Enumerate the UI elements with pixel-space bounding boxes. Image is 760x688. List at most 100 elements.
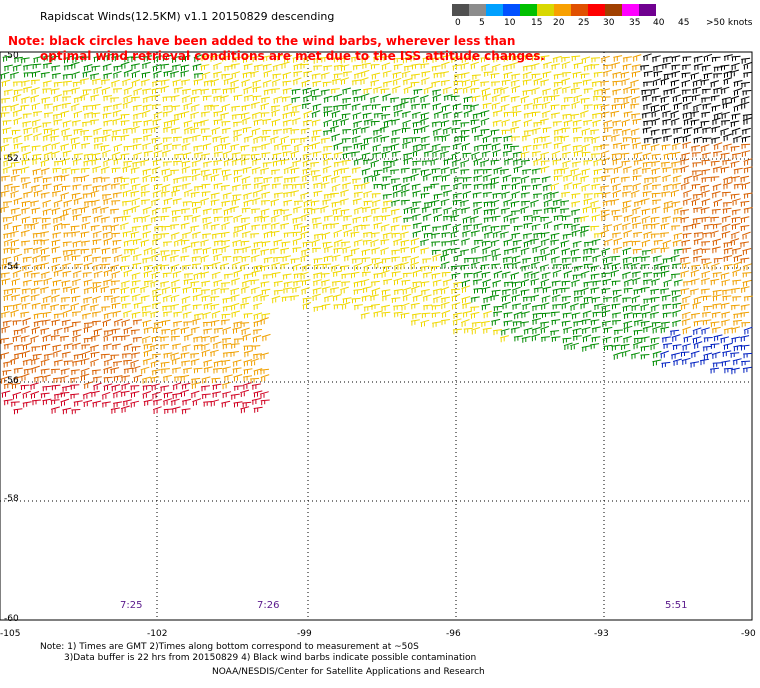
wind-barb <box>152 293 162 302</box>
wind-barb <box>370 232 380 239</box>
wind-barb <box>40 271 50 279</box>
wind-barb <box>313 272 323 279</box>
wind-barb <box>243 86 252 95</box>
wind-barb <box>502 64 512 71</box>
wind-barb <box>660 161 670 168</box>
wind-barb <box>481 303 491 311</box>
wind-barb <box>183 273 193 279</box>
wind-barb <box>560 240 570 248</box>
wind-barb <box>233 269 243 278</box>
wind-barb <box>193 54 203 63</box>
wind-barb <box>720 319 730 327</box>
wind-barb <box>20 177 30 183</box>
wind-barb <box>612 183 622 191</box>
wind-barb <box>499 231 509 239</box>
wind-barb <box>682 224 692 232</box>
wind-barb <box>220 184 230 191</box>
wind-barb <box>393 63 403 71</box>
wind-barb <box>463 224 473 231</box>
wind-barb <box>691 145 701 152</box>
wind-barb <box>60 174 70 182</box>
wind-barb <box>642 152 652 160</box>
wind-barb <box>631 70 641 78</box>
wind-barb <box>143 150 153 158</box>
wind-barb <box>470 306 480 312</box>
wind-barb <box>71 56 81 63</box>
wind-barb <box>593 104 603 110</box>
wind-barb <box>691 170 701 176</box>
wind-barb <box>432 103 442 111</box>
wind-barb <box>302 119 312 127</box>
wind-barb <box>542 127 552 134</box>
wind-barb <box>623 263 633 270</box>
wind-barb <box>100 353 110 359</box>
wind-barb <box>510 327 520 334</box>
wind-barb <box>570 113 580 120</box>
wind-barb <box>522 79 532 86</box>
wind-barb <box>221 169 231 176</box>
wind-barb <box>180 326 190 334</box>
wind-barb <box>391 85 401 94</box>
wind-barb <box>541 176 551 183</box>
wind-barb <box>702 295 712 301</box>
wind-barb <box>681 295 691 304</box>
wind-barb <box>561 144 571 152</box>
wind-barb <box>432 279 442 287</box>
wind-barb <box>260 112 270 118</box>
wind-barb <box>40 368 50 375</box>
wind-barb <box>162 206 171 214</box>
wind-barb <box>553 135 563 142</box>
wind-barb <box>20 384 30 390</box>
wind-barb <box>501 119 511 127</box>
wind-barb <box>530 294 540 302</box>
wind-barb <box>603 120 613 128</box>
wind-barb <box>210 174 220 182</box>
wind-barb <box>30 79 40 85</box>
wind-barb <box>541 312 551 318</box>
wind-barb <box>213 182 223 190</box>
wind-barb <box>662 56 672 63</box>
wind-barb <box>693 136 703 144</box>
wind-barb <box>600 185 610 192</box>
wind-barb <box>390 199 400 207</box>
wind-barb <box>243 375 253 382</box>
wind-barb <box>61 280 71 287</box>
wind-barb <box>91 311 101 318</box>
wind-barb <box>91 112 101 119</box>
wind-barb <box>320 89 330 96</box>
wind-barb <box>233 374 243 382</box>
wind-barb <box>241 255 251 263</box>
wind-barb <box>453 111 463 119</box>
wind-barb <box>33 56 43 63</box>
wind-barb <box>39 286 49 294</box>
wind-barb <box>139 159 149 167</box>
wind-barb <box>193 248 203 255</box>
wind-barb <box>492 329 502 336</box>
wind-barb <box>30 200 39 207</box>
wind-barb <box>290 111 300 117</box>
wind-barb <box>601 192 611 199</box>
wind-barb <box>710 216 720 223</box>
wind-barb <box>713 87 723 94</box>
wind-barb <box>380 247 389 255</box>
wind-barb <box>23 368 33 375</box>
wind-barb <box>52 167 62 174</box>
wind-barb <box>111 232 121 238</box>
wind-barb <box>233 169 243 176</box>
wind-barb <box>53 313 63 319</box>
wind-barb <box>92 206 101 214</box>
wind-barb <box>92 230 102 239</box>
wind-barb <box>622 137 632 143</box>
wind-barb <box>73 400 83 407</box>
wind-barb <box>273 192 283 199</box>
wind-barb <box>401 225 411 231</box>
wind-barb <box>131 183 141 191</box>
wind-barb <box>162 111 172 118</box>
wind-barb <box>532 184 542 190</box>
wind-barb <box>42 398 52 406</box>
wind-barb <box>92 400 102 408</box>
wind-barb <box>373 261 383 269</box>
wind-barb <box>531 326 541 335</box>
wind-barb <box>482 327 492 334</box>
wind-barb <box>420 117 429 126</box>
